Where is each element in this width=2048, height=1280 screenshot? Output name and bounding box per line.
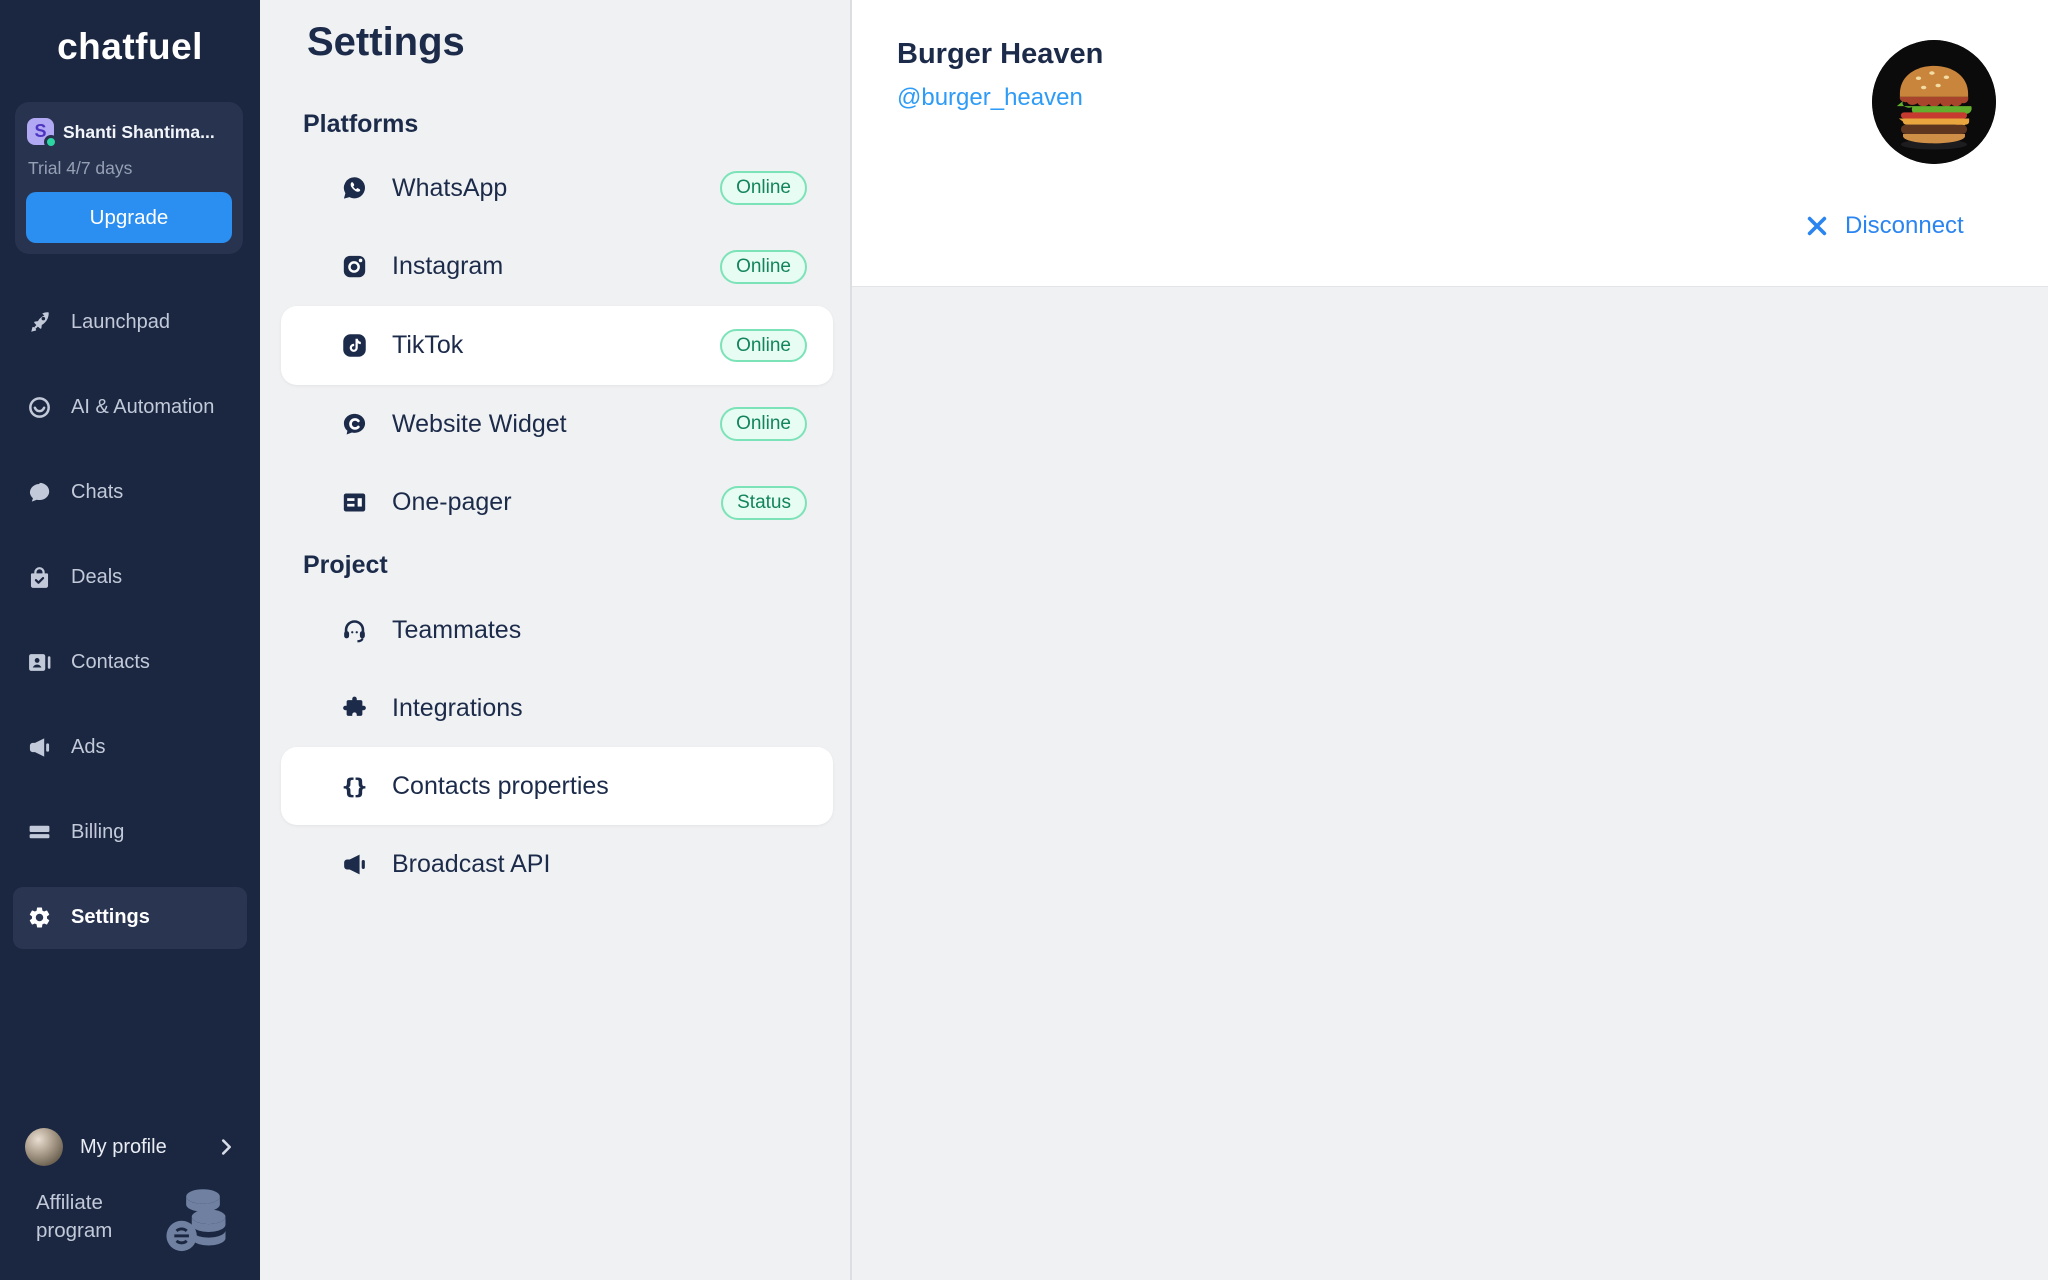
platforms-list: WhatsApp Online Instagram Online TikTok … xyxy=(281,149,833,542)
braces-icon xyxy=(341,773,368,800)
platform-label: Instagram xyxy=(392,252,504,281)
sidebar-item-contacts[interactable]: Contacts xyxy=(0,620,260,705)
sidebar-nav: Launchpad AI & Automation Chats Deals xyxy=(0,280,260,960)
megaphone-icon xyxy=(341,851,368,878)
website-widget-icon xyxy=(341,411,368,438)
profile-photo-avatar xyxy=(25,1128,63,1166)
my-profile-label: My profile xyxy=(80,1135,167,1158)
sidebar-item-chats[interactable]: Chats xyxy=(0,450,260,535)
sidebar: chatfuel S Shanti Shantima... Trial 4/7 … xyxy=(0,0,260,1280)
project-row-contacts-properties[interactable]: Contacts properties xyxy=(281,747,833,825)
sidebar-item-label: Chats xyxy=(71,481,124,503)
burger-image xyxy=(1872,40,1996,164)
sidebar-item-label: Launchpad xyxy=(71,311,170,333)
platform-row-one-pager[interactable]: One-pager Status xyxy=(281,463,833,542)
platform-label: WhatsApp xyxy=(392,173,508,202)
sidebar-item-label: Contacts xyxy=(71,651,150,673)
sidebar-item-label: Settings xyxy=(71,906,150,928)
account-handle-link[interactable]: @burger_heaven xyxy=(897,84,1083,111)
project-section-label: Project xyxy=(303,551,388,579)
platform-row-instagram[interactable]: Instagram Online xyxy=(281,228,833,307)
project-label: Broadcast API xyxy=(392,849,551,878)
status-badge: Online xyxy=(720,171,807,206)
platforms-section-label: Platforms xyxy=(303,110,419,138)
project-row-teammates[interactable]: Teammates xyxy=(281,591,833,669)
gear-icon xyxy=(27,905,52,930)
project-row-broadcast-api[interactable]: Broadcast API xyxy=(281,825,833,903)
rocket-icon xyxy=(27,310,52,335)
user-avatar: S xyxy=(27,118,54,145)
sidebar-item-launchpad[interactable]: Launchpad xyxy=(0,280,260,365)
platform-label: One-pager xyxy=(392,488,512,517)
puzzle-icon xyxy=(341,695,368,722)
project-row-integrations[interactable]: Integrations xyxy=(281,669,833,747)
status-badge: Online xyxy=(720,328,807,363)
platform-row-whatsapp[interactable]: WhatsApp Online xyxy=(281,149,833,228)
sidebar-item-deals[interactable]: Deals xyxy=(0,535,260,620)
user-card[interactable]: S Shanti Shantima... Trial 4/7 days Upgr… xyxy=(15,102,243,254)
disconnect-button[interactable]: Disconnect xyxy=(1804,210,1964,242)
project-label: Teammates xyxy=(392,615,522,644)
my-profile-row[interactable]: My profile xyxy=(25,1128,237,1166)
smiley-icon xyxy=(27,395,52,420)
sidebar-item-label: AI & Automation xyxy=(71,396,215,418)
sidebar-item-label: Ads xyxy=(71,736,106,758)
sidebar-item-settings[interactable]: Settings xyxy=(0,875,260,960)
platform-row-website-widget[interactable]: Website Widget Online xyxy=(281,385,833,464)
sidebar-item-ads[interactable]: Ads xyxy=(0,705,260,790)
project-label: Integrations xyxy=(392,693,523,722)
coins-icon[interactable] xyxy=(158,1183,230,1255)
chat-bubble-icon xyxy=(27,480,52,505)
status-badge: Online xyxy=(720,249,807,284)
platform-label: TikTok xyxy=(392,330,464,359)
shopping-bag-icon xyxy=(27,565,52,590)
affiliate-line2: program xyxy=(36,1219,113,1242)
project-label: Contacts properties xyxy=(392,771,609,800)
online-status-dot xyxy=(44,135,58,149)
tiktok-icon xyxy=(341,332,368,359)
upgrade-button[interactable]: Upgrade xyxy=(26,192,232,243)
affiliate-program-link[interactable]: Affiliate program xyxy=(36,1189,112,1245)
project-list: Teammates Integrations Contacts properti… xyxy=(281,591,833,903)
platform-label: Website Widget xyxy=(392,409,567,438)
sidebar-item-billing[interactable]: Billing xyxy=(0,790,260,875)
disconnect-x-icon xyxy=(1804,213,1830,239)
platform-row-tiktok[interactable]: TikTok Online xyxy=(281,306,833,385)
affiliate-line1: Affiliate xyxy=(36,1191,103,1214)
instagram-icon xyxy=(341,253,368,280)
disconnect-label: Disconnect xyxy=(1845,212,1964,239)
credit-card-icon xyxy=(27,820,52,845)
headset-icon xyxy=(341,617,368,644)
chevron-right-icon[interactable] xyxy=(215,1136,237,1158)
status-badge: Status xyxy=(721,485,807,520)
user-name: Shanti Shantima... xyxy=(63,122,215,142)
megaphone-icon xyxy=(27,735,52,760)
sidebar-item-label: Deals xyxy=(71,566,123,588)
trial-status: Trial 4/7 days xyxy=(28,158,133,178)
one-pager-icon xyxy=(341,489,368,516)
settings-panel: Settings Platforms WhatsApp Online Insta… xyxy=(260,0,852,1280)
detail-panel: Burger Heaven @burger_heaven Disconnect xyxy=(852,0,2048,1280)
chatfuel-logo: chatfuel xyxy=(57,26,203,67)
account-header: Burger Heaven @burger_heaven Disconnect xyxy=(852,0,2048,287)
account-avatar xyxy=(1872,40,1996,164)
account-name: Burger Heaven xyxy=(897,38,1104,70)
sidebar-item-ai-automation[interactable]: AI & Automation xyxy=(0,365,260,450)
page-title: Settings xyxy=(307,20,465,64)
whatsapp-icon xyxy=(341,175,368,202)
status-badge: Online xyxy=(720,407,807,441)
contact-card-icon xyxy=(27,650,52,675)
sidebar-item-label: Billing xyxy=(71,821,125,843)
